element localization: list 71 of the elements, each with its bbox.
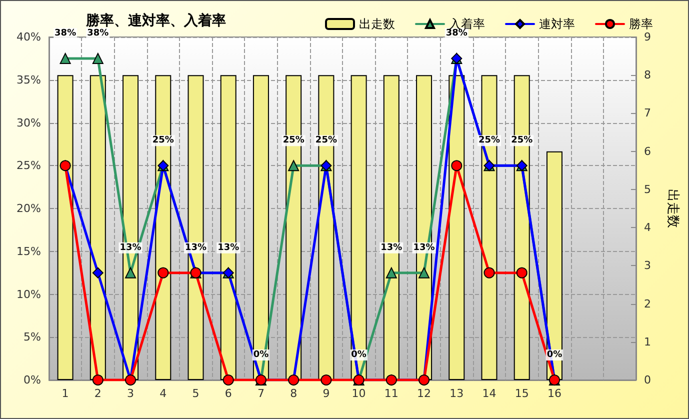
point xyxy=(92,374,104,386)
legend-label: 勝率 xyxy=(629,17,653,31)
point xyxy=(125,267,136,278)
y-tick-label: 30% xyxy=(16,116,41,130)
y2-tick-label: 2 xyxy=(644,297,651,310)
point xyxy=(516,267,528,278)
data-label: 13% xyxy=(380,242,402,253)
y2-tick-label: 3 xyxy=(644,259,651,272)
y2-tick-label: 9 xyxy=(644,30,651,44)
y-tick-label: 40% xyxy=(16,30,41,44)
legend-label: 連対率 xyxy=(539,17,575,31)
x-tick-label: 6 xyxy=(224,387,232,400)
point xyxy=(92,267,104,278)
x-tick-label: 10 xyxy=(352,387,366,400)
point xyxy=(386,267,397,278)
y2-tick-label: 6 xyxy=(644,144,651,158)
y-tick-label: 20% xyxy=(16,202,41,215)
x-tick-label: 5 xyxy=(192,387,200,400)
data-label: 13% xyxy=(120,242,142,253)
point xyxy=(320,374,332,386)
legend-label: 出走数 xyxy=(359,17,395,31)
x-tick-label: 15 xyxy=(514,387,529,400)
x-tick-label: 8 xyxy=(290,387,298,400)
data-label: 38% xyxy=(54,28,76,38)
data-label: 38% xyxy=(87,28,109,38)
y2-tick-label: 4 xyxy=(644,221,651,234)
x-tick-label: 11 xyxy=(384,387,398,400)
data-label: 0% xyxy=(546,350,562,360)
y2-tick-label: 7 xyxy=(644,106,651,120)
legend-label: 入着率 xyxy=(449,17,485,31)
y-tick-label: 35% xyxy=(16,73,41,86)
data-label: 25% xyxy=(152,136,174,146)
x-tick-label: 3 xyxy=(127,387,134,400)
data-label: 13% xyxy=(413,242,435,253)
point xyxy=(484,267,495,278)
y2-tick-label: 5 xyxy=(644,182,651,196)
y-tick-label: 15% xyxy=(16,244,41,258)
point xyxy=(288,160,300,172)
point xyxy=(222,374,234,386)
data-label: 25% xyxy=(511,136,533,146)
x-tick-label: 12 xyxy=(417,387,432,400)
data-label: 13% xyxy=(184,242,207,253)
x-tick-label: 7 xyxy=(257,387,264,400)
data-label: 25% xyxy=(478,136,500,146)
x-tick-label: 9 xyxy=(322,387,330,400)
data-label: 0% xyxy=(351,350,366,360)
y-tick-label: 5% xyxy=(24,330,41,344)
y2-tick-label: 1 xyxy=(644,335,651,348)
data-label: 25% xyxy=(315,136,337,146)
chart-title: 勝率、連対率、入着率 xyxy=(85,12,226,29)
x-tick-label: 4 xyxy=(160,387,167,400)
x-tick-label: 13 xyxy=(450,387,464,400)
y-tick-label: 10% xyxy=(16,288,41,301)
data-label: 38% xyxy=(446,28,468,38)
point xyxy=(158,267,169,278)
x-tick-label: 2 xyxy=(94,387,102,400)
x-tick-label: 1 xyxy=(62,387,69,400)
data-label: 13% xyxy=(218,242,240,253)
point xyxy=(92,52,104,64)
y-tick-label: 0% xyxy=(24,374,41,386)
y-tick-label: 25% xyxy=(16,159,41,172)
x-tick-label: 14 xyxy=(482,387,496,400)
y2-tick-label: 0 xyxy=(644,374,651,386)
data-label: 0% xyxy=(253,350,269,360)
point xyxy=(60,52,71,64)
point xyxy=(451,160,462,172)
point xyxy=(418,267,430,278)
x-tick-label: 16 xyxy=(547,387,562,400)
y2-tick-label: 8 xyxy=(644,68,651,82)
y2-axis-title: 出走数 xyxy=(665,189,680,228)
data-label: 25% xyxy=(282,136,304,146)
